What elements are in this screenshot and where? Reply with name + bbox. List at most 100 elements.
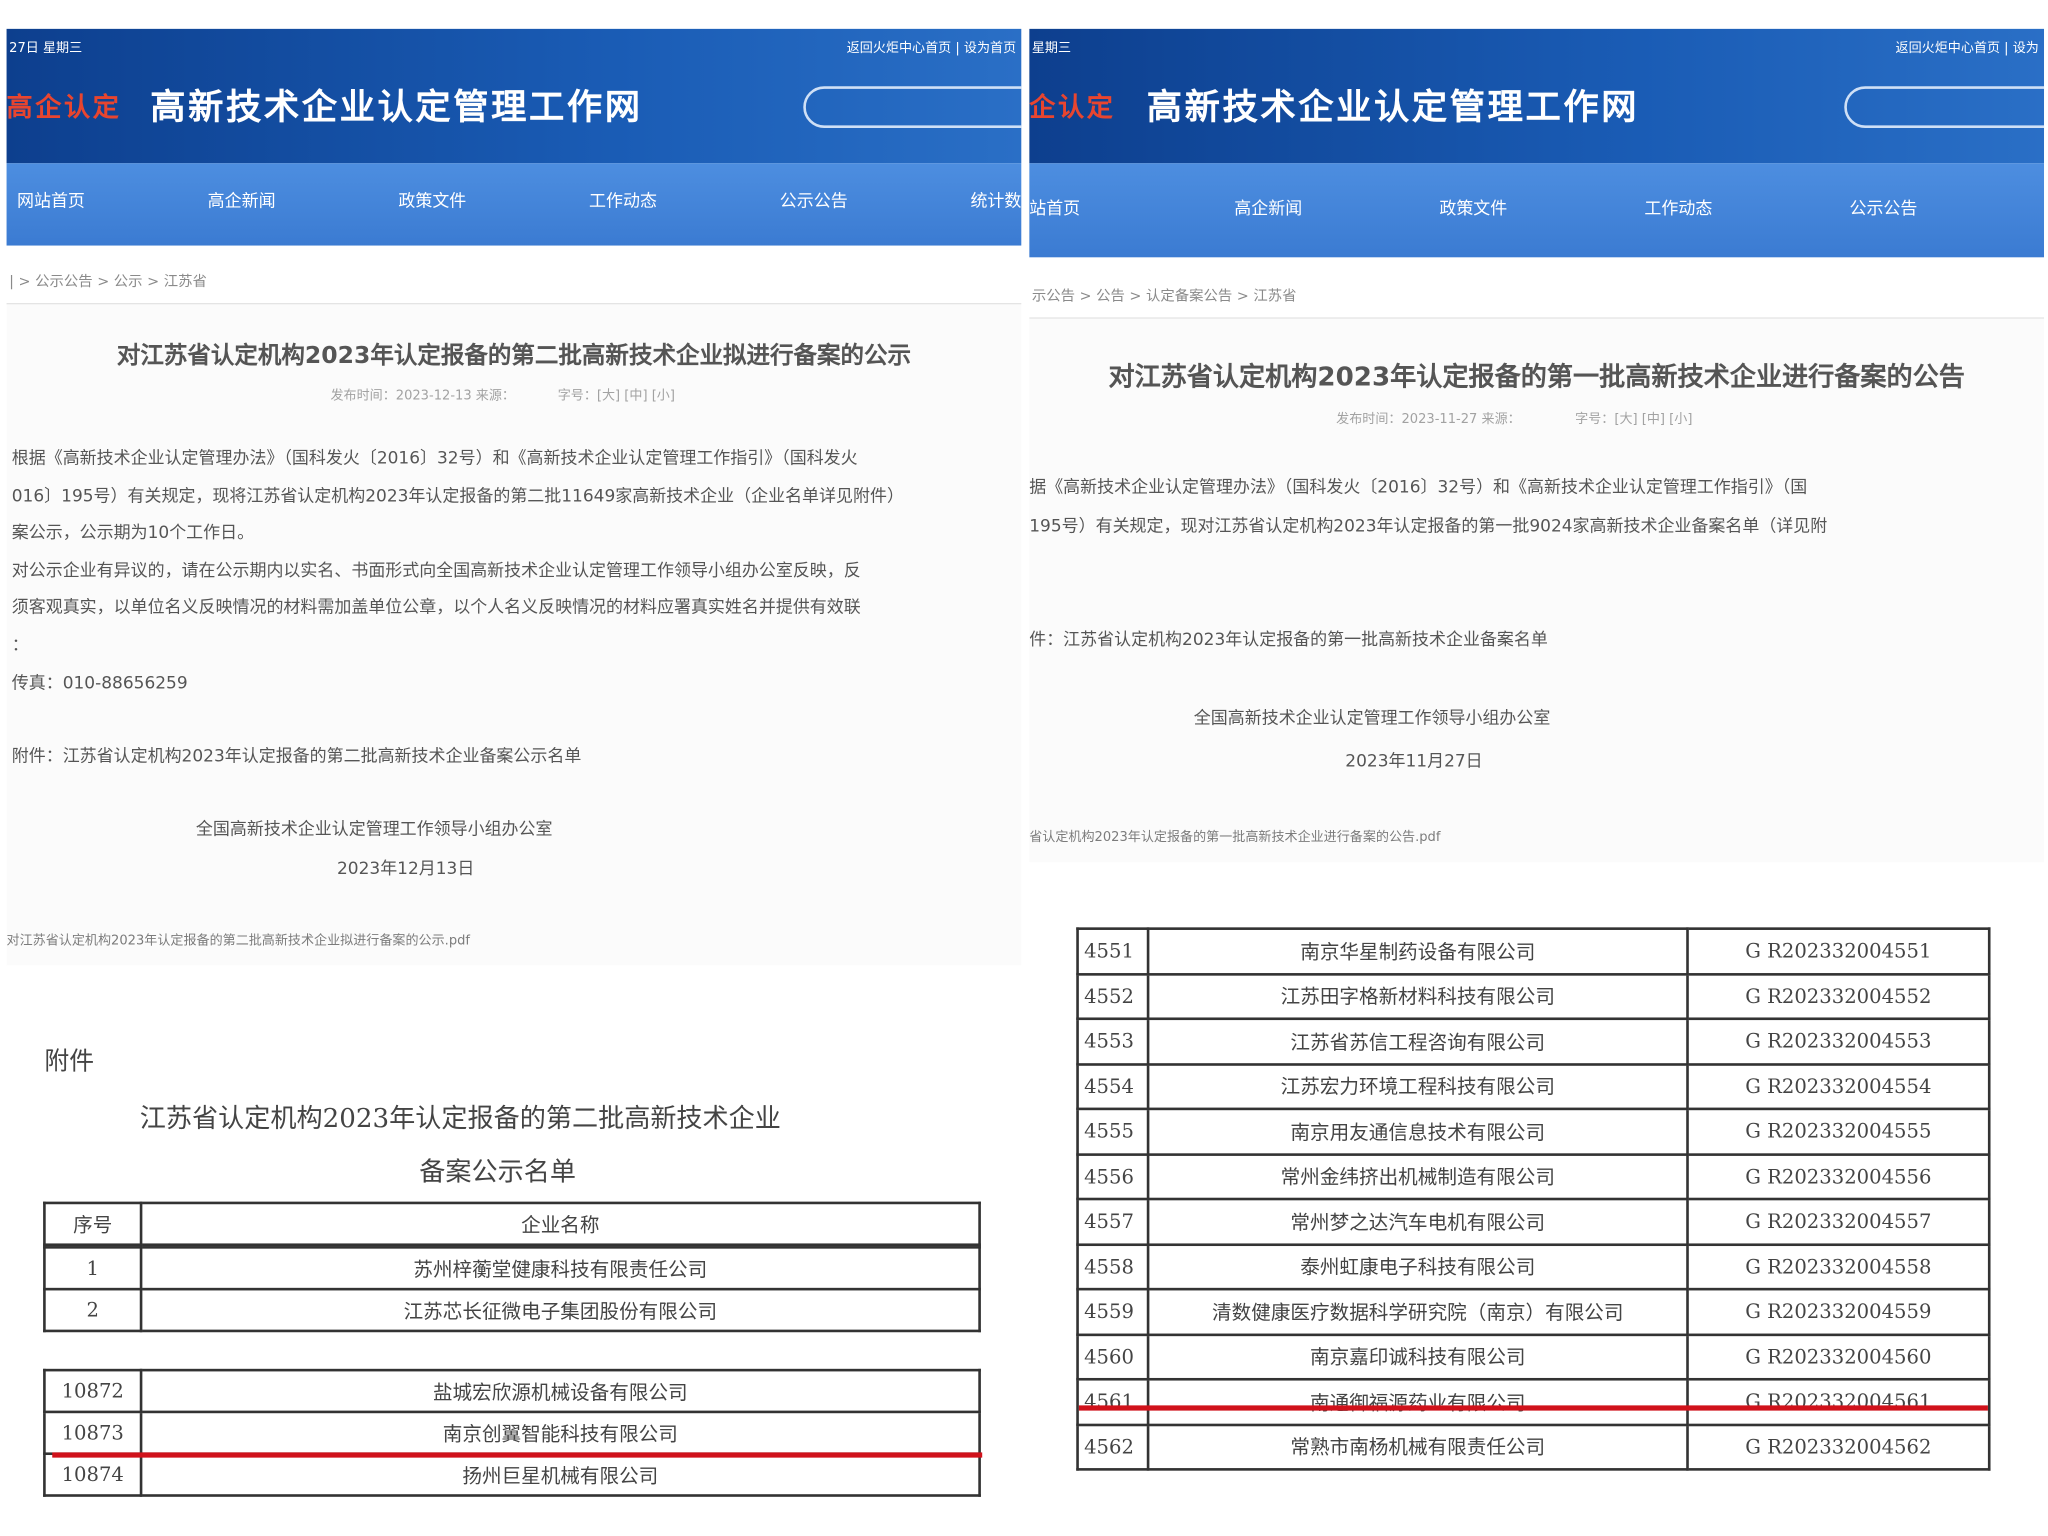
nav-item[interactable]: 公示公告 (779, 191, 848, 212)
table-cell: G R202332004560 (1686, 1332, 1991, 1381)
nav-item[interactable]: 公示公告 (1849, 199, 1918, 220)
table-row: 4557 常州梦之达汽车电机有限公司 G R202332004557 (1076, 1197, 1991, 1246)
table-row: 4559 清数健康医疗数据科学研究院（南京）有限公司 G R202332004559 (1076, 1287, 1991, 1336)
table-cell: 10872 (43, 1368, 143, 1414)
divider (6, 303, 1022, 305)
nav-item[interactable]: 高企新闻 (207, 191, 276, 212)
paragraph-line: 根据《高新技术企业认定管理办法》（国科发火〔2016〕32号）和《高新技术企业认… (11, 449, 858, 469)
page-panel: 星期三 返回火炬中心首页 | 设为企认定 高新技术企业认定管理工作网站首页 高企新闻 政… (1029, 28, 2045, 1518)
table-cell: 常熟市南杨机械有限责任公司 (1146, 1423, 1689, 1471)
table-row: 10872 盐城宏欣源机械设备有限公司 (43, 1368, 981, 1414)
attachment-file[interactable]: 省认定机构2023年认定报备的第一批高新技术企业进行备案的公告.pdf (1029, 830, 1441, 846)
table-cell: 4555 (1076, 1107, 1150, 1156)
site-header: 27日 星期三 返回火炬中心首页 | 设为首页 高企认定 高新技术企业认定管理工作网 (6, 28, 1022, 164)
red-underline (52, 1452, 983, 1458)
search-box[interactable] (803, 86, 1022, 128)
table-cell: 4559 (1076, 1287, 1150, 1336)
paragraph-line: ： (11, 636, 29, 656)
table-cell: 10874 (43, 1452, 143, 1497)
nav-item[interactable]: 网站首页 (16, 191, 85, 212)
font-size-switch[interactable]: 字号：[大] [中] [小] (1575, 412, 1693, 428)
attachment-file[interactable]: 对江苏省认定机构2023年认定报备的第二批高新技术企业拟进行备案的公示.pdf (6, 933, 470, 949)
table-row: 4551 南京华星制药设备有限公司 G R202332004551 (1076, 927, 1991, 975)
paragraph-line: 案公示，公示期为10个工作日。 (11, 523, 255, 544)
table-cell: G R202332004556 (1686, 1152, 1991, 1201)
table-cell: 南京嘉印诚科技有限公司 (1146, 1332, 1689, 1381)
table-row: 10874 扬州巨星机械有限公司 (43, 1452, 981, 1497)
attachment-note: 件：江苏省认定机构2023年认定报备的第一批高新技术企业备案名单 (1029, 630, 1548, 651)
table-row: 4556 常州金纬挤出机械制造有限公司 G R202332004556 (1076, 1152, 1991, 1201)
table-cell: G R202332004557 (1686, 1197, 1991, 1246)
site-logo: 企认定 (1029, 91, 1116, 123)
site-title: 高新技术企业认定管理工作网 (1146, 87, 1640, 128)
table-row: 4558 泰州虹康电子科技有限公司 G R202332004558 (1076, 1242, 1991, 1291)
table-cell: 4553 (1076, 1017, 1150, 1066)
table-row: 4553 江苏省苏信工程咨询有限公司 G R202332004553 (1076, 1017, 1991, 1066)
table-cell: 企业名称 (139, 1201, 981, 1247)
header-links[interactable]: 返回火炬中心首页 | 设为首页 (846, 41, 1017, 57)
content-shade (1029, 318, 2045, 863)
attachment-note: 附件：江苏省认定机构2023年认定报备的第二批高新技术企业备案公示名单 (11, 747, 582, 767)
nav-item[interactable]: 统计数 (970, 191, 1022, 212)
table-cell: 江苏省苏信工程咨询有限公司 (1146, 1017, 1689, 1066)
table-cell: 4551 (1076, 927, 1150, 975)
table-cell: 南京华星制药设备有限公司 (1146, 927, 1689, 975)
signature-date: 2023年11月27日 (1345, 752, 1483, 772)
breadcrumb: | > 公示公告 > 公示 > 江苏省 (9, 272, 207, 290)
signature: 全国高新技术企业认定管理工作领导小组办公室 (1193, 709, 1551, 729)
nav-item[interactable]: 政策文件 (398, 191, 467, 212)
table-cell: 4562 (1076, 1423, 1150, 1471)
page-panel: 27日 星期三 返回火炬中心首页 | 设为首页 高企认定 高新技术企业认定管理工作网网… (6, 28, 1022, 1518)
table-row: 4552 江苏田字格新材料科技有限公司 G R202332004552 (1076, 972, 1991, 1021)
content-shade (6, 304, 1022, 966)
annex-label: 附件 (44, 1047, 95, 1077)
signature-date: 2023年12月13日 (336, 859, 475, 880)
red-underline (1078, 1405, 1988, 1411)
table-cell: G R202332004558 (1686, 1242, 1991, 1291)
table-row: 序号 企业名称 (43, 1201, 981, 1247)
annex-title: 备案公示名单 (419, 1155, 576, 1188)
annex-table-top: 1 苏州梓蘅堂健康科技有限责任公司 2 江苏芯长征微电子集团股份有限公司 (43, 1246, 981, 1333)
table-cell: G R202332004554 (1686, 1062, 1991, 1111)
table-cell: 扬州巨星机械有限公司 (139, 1452, 981, 1497)
search-box[interactable] (1844, 86, 2045, 128)
table-cell: G R202332004559 (1686, 1287, 1991, 1336)
nav-item[interactable]: 政策文件 (1439, 199, 1508, 220)
table-cell: 4552 (1076, 972, 1150, 1021)
nav-item[interactable]: 工作动态 (589, 191, 657, 212)
table-cell: 盐城宏欣源机械设备有限公司 (139, 1368, 981, 1414)
paragraph-line: 须客观真实，以单位名义反映情况的材料需加盖单位公章，以个人名义反映情况的材料应署… (11, 598, 861, 619)
nav-item[interactable]: 高企新闻 (1234, 199, 1303, 220)
site-logo: 高企认定 (6, 91, 122, 123)
table-cell: 常州金纬挤出机械制造有限公司 (1146, 1152, 1689, 1201)
article-title: 对江苏省认定机构2023年认定报备的第二批高新技术企业拟进行备案的公示 (116, 342, 912, 370)
table-row: 4561 南通御福源药业有限公司 G R202332004561 (1076, 1377, 1991, 1426)
table-cell: G R202332004551 (1686, 927, 1991, 975)
table-row: 4562 常熟市南杨机械有限责任公司 G R202332004562 (1076, 1423, 1991, 1471)
paragraph-line: 195号）有关规定，现对江苏省认定机构2023年认定报备的第一批9024家高新技… (1029, 517, 1828, 537)
company-table: 4551 南京华星制药设备有限公司 G R202332004551 4552 江苏田字格… (1076, 927, 1991, 1471)
table-cell: 序号 (43, 1201, 143, 1247)
nav-item[interactable]: 站首页 (1029, 199, 1081, 220)
table-cell: 4557 (1076, 1197, 1150, 1246)
divider (1029, 317, 2045, 319)
table-row: 4555 南京用友通信息技术有限公司 G R202332004555 (1076, 1107, 1991, 1156)
table-row: 1 苏州梓蘅堂健康科技有限责任公司 (43, 1246, 981, 1291)
table-cell: 10873 (43, 1410, 143, 1456)
table-cell: 南通御福源药业有限公司 (1146, 1377, 1689, 1426)
header-date: 星期三 (1031, 41, 1072, 57)
breadcrumb: 示公告 > 公告 > 认定备案公告 > 江苏省 (1031, 287, 1297, 305)
article-meta: 发布时间：2023-11-27 来源： (1336, 412, 1521, 428)
nav-item[interactable]: 工作动态 (1644, 199, 1713, 220)
font-size-switch[interactable]: 字号：[大] [中] [小] (557, 389, 675, 404)
table-cell: 2 (43, 1287, 143, 1333)
table-cell: G R202332004555 (1686, 1107, 1991, 1156)
article-title: 对江苏省认定机构2023年认定报备的第一批高新技术企业进行备案的公告 (1108, 360, 1965, 392)
header-links[interactable]: 返回火炬中心首页 | 设为 (1895, 41, 2039, 57)
table-cell: 江苏田字格新材料科技有限公司 (1146, 972, 1689, 1021)
paragraph-line: 016〕195号）有关规定，现将江苏省认定机构2023年认定报备的第二批1164… (11, 486, 904, 507)
signature: 全国高新技术企业认定管理工作领导小组办公室 (195, 820, 553, 840)
table-cell: 4558 (1076, 1242, 1150, 1291)
